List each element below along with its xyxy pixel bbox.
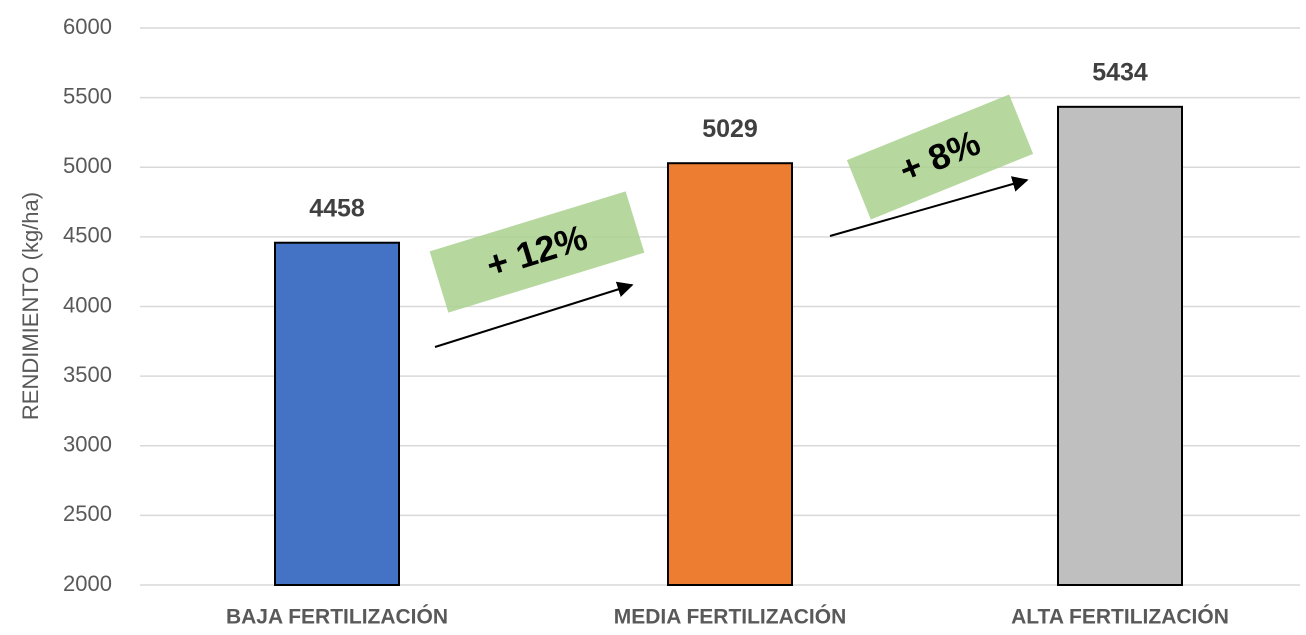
x-tick-label: ALTA FERTILIZACIÓN (1011, 605, 1229, 629)
value-label: 5434 (1092, 58, 1148, 86)
value-label: 5029 (702, 115, 758, 143)
y-tick-label: 3000 (63, 432, 112, 457)
value-label: 4458 (309, 194, 365, 222)
x-tick-label: BAJA FERTILIZACIÓN (226, 605, 448, 629)
arrow (829, 176, 1029, 237)
y-tick-label: 6000 (63, 14, 112, 39)
y-tick-label: 5500 (63, 83, 112, 108)
x-tick-label: MEDIA FERTILIZACIÓN (614, 605, 847, 629)
y-tick-label: 2000 (63, 571, 112, 596)
y-tick-label: 4500 (63, 223, 112, 248)
annotation: + 12% (429, 191, 645, 313)
y-tick-label: 2500 (63, 501, 112, 526)
annotation: + 8% (846, 94, 1034, 220)
y-tick-label: 3500 (63, 362, 112, 387)
y-tick-label: 4000 (63, 292, 112, 317)
annotation-box (846, 94, 1034, 220)
arrow (434, 281, 634, 348)
bar (667, 162, 793, 586)
y-axis-label: RENDIMIENTO (kg/ha) (18, 192, 43, 420)
bar (274, 241, 400, 586)
y-tick-label: 5000 (63, 153, 112, 178)
annotation-box (429, 191, 645, 313)
bar (1057, 105, 1183, 587)
